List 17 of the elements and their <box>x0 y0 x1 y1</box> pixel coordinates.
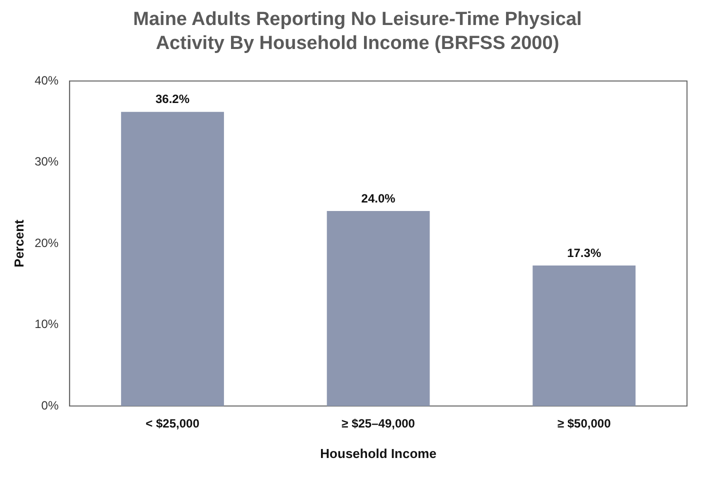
y-tick-label: 20% <box>34 236 59 250</box>
y-tick-label: 10% <box>34 317 59 332</box>
bar <box>532 265 636 406</box>
x-tick-label: ≥ $25–49,000 <box>342 416 416 431</box>
x-axis-title: Household Income <box>320 446 436 461</box>
x-tick-label: < $25,000 <box>146 416 200 431</box>
y-axis-title: Percent <box>11 218 26 268</box>
chart-title: Maine Adults Reporting No Leisure-Time Physical Activity By Household Income (BRFSS 2000) <box>132 8 583 56</box>
y-tick-label: 40% <box>34 73 59 88</box>
x-tick-label: ≥ $50,000 <box>557 416 612 431</box>
data-label: 36.2% <box>156 92 190 106</box>
y-tick-label: 0% <box>41 398 59 412</box>
bar <box>326 211 430 406</box>
data-label: 24.0% <box>361 191 396 206</box>
y-tick-label: 30% <box>34 154 59 169</box>
bar <box>121 112 224 406</box>
data-label: 17.3% <box>567 246 602 260</box>
